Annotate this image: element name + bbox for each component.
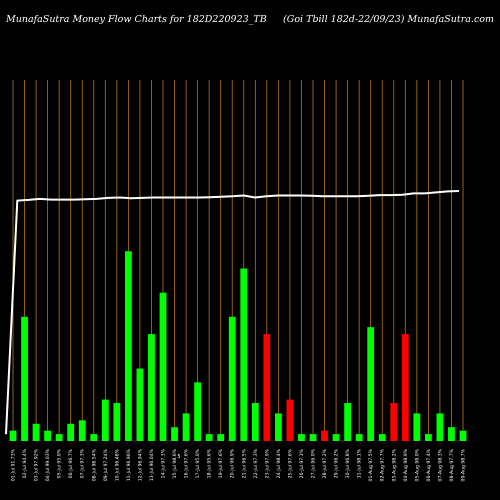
x-tick-label: 21-Jul 96.5% [241, 448, 247, 478]
bar-19 [217, 434, 225, 441]
bar-14 [159, 292, 167, 441]
x-tick-label: 05-Jul 95.0% [57, 448, 63, 478]
x-tick-label: 09-Aug 98.7% [461, 448, 467, 481]
x-tick-label: 02-Jul 94.4% [22, 448, 28, 478]
bar-25 [286, 399, 294, 441]
bar-28 [321, 430, 328, 441]
bar-38 [436, 413, 444, 441]
bar-21 [240, 268, 248, 441]
bar-4 [44, 430, 52, 441]
x-tick-label: 01-Jul 91.73% [11, 448, 17, 481]
bar-18 [205, 434, 213, 441]
money-flow-bars [9, 251, 467, 441]
x-tick-label: 08-Aug 97.7% [449, 448, 455, 481]
x-tick-label: 04-Aug 98.9% [403, 448, 409, 481]
x-tick-label: 28-Jul 97.2% [322, 448, 328, 478]
x-tick-label: 13-Jul 96.04% [149, 448, 155, 481]
x-tick-label: 16-Jul 97.6% [184, 448, 190, 478]
bar-29 [332, 434, 340, 441]
bar-31 [355, 434, 363, 441]
bar-8 [90, 434, 98, 441]
bar-3 [32, 423, 40, 441]
x-tick-label: 15-Jul 98.6% [172, 448, 178, 478]
bar-15 [171, 427, 178, 441]
x-tick-label: 07-Aug 98.3% [437, 448, 443, 481]
x-tick-label: 14-Jul 97.3% [161, 448, 167, 478]
bar-32 [367, 327, 375, 441]
x-tick-label: 24-Jul 98.4% [276, 448, 282, 478]
x-tick-label: 03-Jul 97.92% [34, 448, 40, 481]
x-tick-label: 26-Jul 97.3% [299, 448, 305, 478]
bar-7 [78, 420, 86, 441]
x-tick-label: 06-Jul 96.7% [68, 448, 74, 478]
x-tick-label: 30-Jul 96.8% [345, 448, 351, 478]
price-line-path [5, 190, 460, 435]
x-axis-tick-labels: 01-Jul 91.73% 02-Jul 94.4% 03-Jul 97.92% 04… [11, 448, 467, 481]
bar-5 [55, 434, 63, 441]
bar-20 [228, 316, 236, 441]
bar-2 [21, 316, 28, 441]
x-tick-label: 20-Jul 96.9% [230, 448, 236, 478]
bar-40 [459, 430, 467, 441]
x-tick-label: 25-Jul 97.6% [287, 448, 293, 478]
x-tick-label: 22-Jul 97.3% [253, 448, 259, 478]
bar-27 [309, 434, 317, 441]
x-tick-label: 07-Jul 97.3% [80, 448, 86, 478]
bar-37 [424, 434, 432, 441]
x-tick-label: 17-Jul 95.0% [195, 448, 201, 478]
x-tick-label: 04-Jul 99.03% [45, 448, 51, 481]
bar-35 [401, 334, 409, 441]
bar-12 [136, 368, 144, 441]
x-tick-label: 27-Jul 96.0% [311, 448, 317, 478]
bar-11 [124, 251, 132, 441]
bar-34 [390, 403, 398, 441]
bar-24 [274, 413, 282, 441]
bar-17 [194, 382, 202, 441]
price-line [5, 190, 460, 435]
x-tick-label: 01-Aug 97.5% [368, 448, 374, 481]
x-tick-label: 09-Jul 97.24% [103, 448, 109, 481]
bar-6 [67, 423, 75, 441]
bar-30 [344, 403, 352, 441]
bar-9 [101, 399, 109, 441]
bar-23 [263, 334, 271, 441]
bar-10 [113, 403, 121, 441]
bar-26 [298, 434, 305, 441]
bar-13 [148, 334, 155, 441]
x-tick-label: 08-Jul 98.54% [91, 448, 97, 481]
x-tick-label: 29-Jul 96.2% [334, 448, 340, 478]
x-tick-label: 18-Jul 95.6% [207, 448, 213, 478]
x-tick-label: 11-Jul 96.96% [126, 448, 132, 481]
x-tick-label: 31-Jul 98.1% [357, 448, 363, 478]
bar-39 [448, 427, 455, 441]
bar-33 [378, 434, 386, 441]
x-tick-label: 02-Aug 97.7% [380, 448, 386, 481]
x-tick-label: 12-Jul 96.94% [137, 448, 143, 481]
x-tick-label: 06-Aug 97.4% [426, 448, 432, 481]
x-tick-label: 10-Jul 96.48% [114, 448, 120, 481]
x-tick-label: 05-Aug 98.0% [414, 448, 420, 481]
bar-1 [9, 430, 17, 441]
bar-16 [182, 413, 190, 441]
bar-22 [251, 403, 259, 441]
x-tick-label: 23-Jul 97.9% [264, 448, 270, 478]
chart-title-left: MunafaSutra Money Flow Charts for 182D22… [5, 14, 267, 25]
x-tick-label: 19-Jul 97.6% [218, 448, 224, 478]
chart-title-right: (Goi Tbill 182d-22/09/23) MunafaSutra.co… [283, 14, 494, 25]
date-marker-label: 5 [177, 454, 180, 460]
x-tick-label: 03-Aug 98.2% [391, 448, 397, 481]
bar-36 [413, 413, 421, 441]
